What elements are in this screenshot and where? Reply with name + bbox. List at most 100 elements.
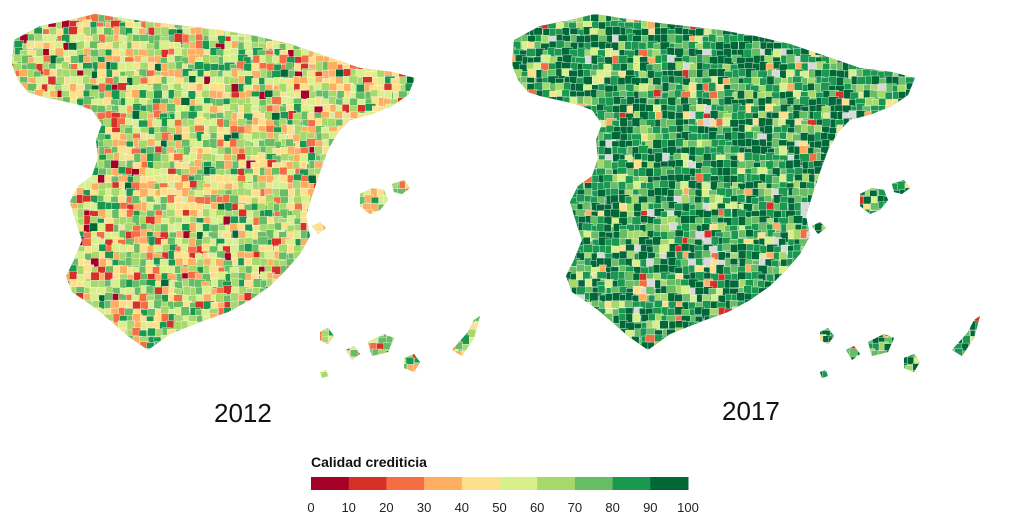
municipality-cell: [76, 0, 85, 8]
municipality-cell: [460, 112, 469, 124]
municipality-cell: [849, 57, 861, 65]
municipality-cell: [314, 322, 324, 332]
municipality-cell: [655, 1, 664, 9]
municipality-cell: [34, 349, 46, 361]
municipality-cell: [520, 1, 529, 9]
municipality-cell: [271, 14, 281, 24]
municipality-cell: [689, 0, 697, 8]
municipality-cell: [371, 119, 384, 129]
municipality-cell: [0, 204, 6, 213]
municipality-cell: [667, 14, 676, 24]
municipality-cell: [751, 14, 763, 23]
municipality-cell: [476, 215, 480, 226]
municipality-cell: [508, 0, 518, 8]
municipality-cell: [295, 379, 302, 390]
municipality-cell: [56, 237, 68, 247]
municipality-cell: [932, 42, 944, 51]
municipality-cell: [442, 27, 451, 37]
municipality-cell: [976, 42, 980, 51]
municipality-cell: [514, 27, 525, 37]
municipality-cell: [384, 264, 394, 273]
municipality-cell: [448, 47, 458, 58]
municipality-cell: [468, 215, 479, 225]
municipality-cell: [343, 321, 353, 331]
municipality-cell: [126, 14, 138, 15]
municipality-cell: [13, 335, 24, 347]
municipality-cell: [440, 377, 452, 378]
municipality-cell: [40, 271, 52, 280]
municipality-cell: [307, 152, 316, 162]
municipality-cell: [420, 371, 430, 378]
municipality-cell: [348, 26, 358, 38]
municipality-cell: [393, 365, 404, 376]
municipality-cell: [61, 370, 70, 378]
municipality-cell: [419, 27, 431, 36]
municipality-cell: [446, 278, 457, 289]
municipality-cell: [337, 14, 346, 16]
municipality-cell: [336, 125, 346, 134]
municipality-cell: [891, 61, 900, 72]
municipality-cell: [336, 138, 346, 150]
municipality-cell: [397, 356, 406, 367]
municipality-cell: [970, 14, 979, 17]
municipality-cell: [238, 342, 249, 351]
municipality-cell: [485, 280, 494, 289]
municipality-cell: [195, 96, 204, 105]
municipality-cell: [976, 19, 980, 30]
municipality-cell: [399, 314, 408, 324]
municipality-cell: [266, 379, 276, 386]
municipality-cell: [355, 182, 364, 192]
municipality-cell: [14, 243, 24, 253]
municipality-cell: [334, 201, 343, 211]
municipality-cell: [802, 0, 810, 7]
municipality-cell: [439, 54, 449, 64]
municipality-cell: [33, 316, 44, 328]
municipality-cell: [439, 194, 451, 204]
municipality-cell: [967, 89, 978, 98]
municipality-cell: [449, 364, 459, 375]
municipality-cell: [912, 82, 920, 92]
municipality-cell: [309, 252, 317, 261]
municipality-cell: [363, 287, 373, 297]
municipality-cell: [814, 28, 825, 39]
municipality-cell: [547, 14, 558, 24]
municipality-cell: [448, 146, 461, 158]
municipality-cell: [146, 14, 157, 22]
municipality-cell: [427, 272, 437, 283]
municipality-cell: [113, 377, 124, 378]
municipality-cell: [64, 237, 76, 245]
municipality-cell: [542, 89, 551, 100]
municipality-cell: [468, 152, 478, 162]
municipality-cell: [197, 14, 206, 16]
municipality-cell: [343, 306, 354, 318]
municipality-cell: [160, 306, 170, 314]
municipality-cell: [12, 162, 14, 174]
municipality-cell: [307, 119, 317, 128]
municipality-cell: [286, 14, 296, 15]
municipality-cell: [953, 96, 961, 105]
municipality-cell: [426, 301, 438, 311]
municipality-cell: [448, 34, 457, 43]
municipality-cell: [210, 0, 218, 6]
municipality-cell: [343, 126, 354, 136]
municipality-cell: [962, 104, 973, 116]
municipality-cell: [35, 258, 46, 270]
municipality-cell: [288, 378, 296, 388]
municipality-cell: [392, 273, 404, 283]
municipality-cell: [484, 337, 495, 345]
municipality-cell: [48, 280, 60, 292]
municipality-cell: [441, 342, 453, 353]
municipality-cell: [344, 371, 354, 378]
municipality-cell: [75, 301, 84, 312]
municipality-cell: [781, 42, 789, 50]
municipality-cell: [501, 14, 511, 22]
municipality-cell: [154, 1, 164, 10]
municipality-cell: [752, 26, 764, 38]
municipality-cell: [392, 203, 403, 215]
municipality-cell: [64, 251, 73, 260]
municipality-cell: [349, 201, 360, 213]
municipality-cell: [418, 42, 430, 51]
municipality-cell: [349, 21, 357, 32]
municipality-cell: [14, 315, 24, 324]
municipality-cell: [91, 343, 101, 352]
